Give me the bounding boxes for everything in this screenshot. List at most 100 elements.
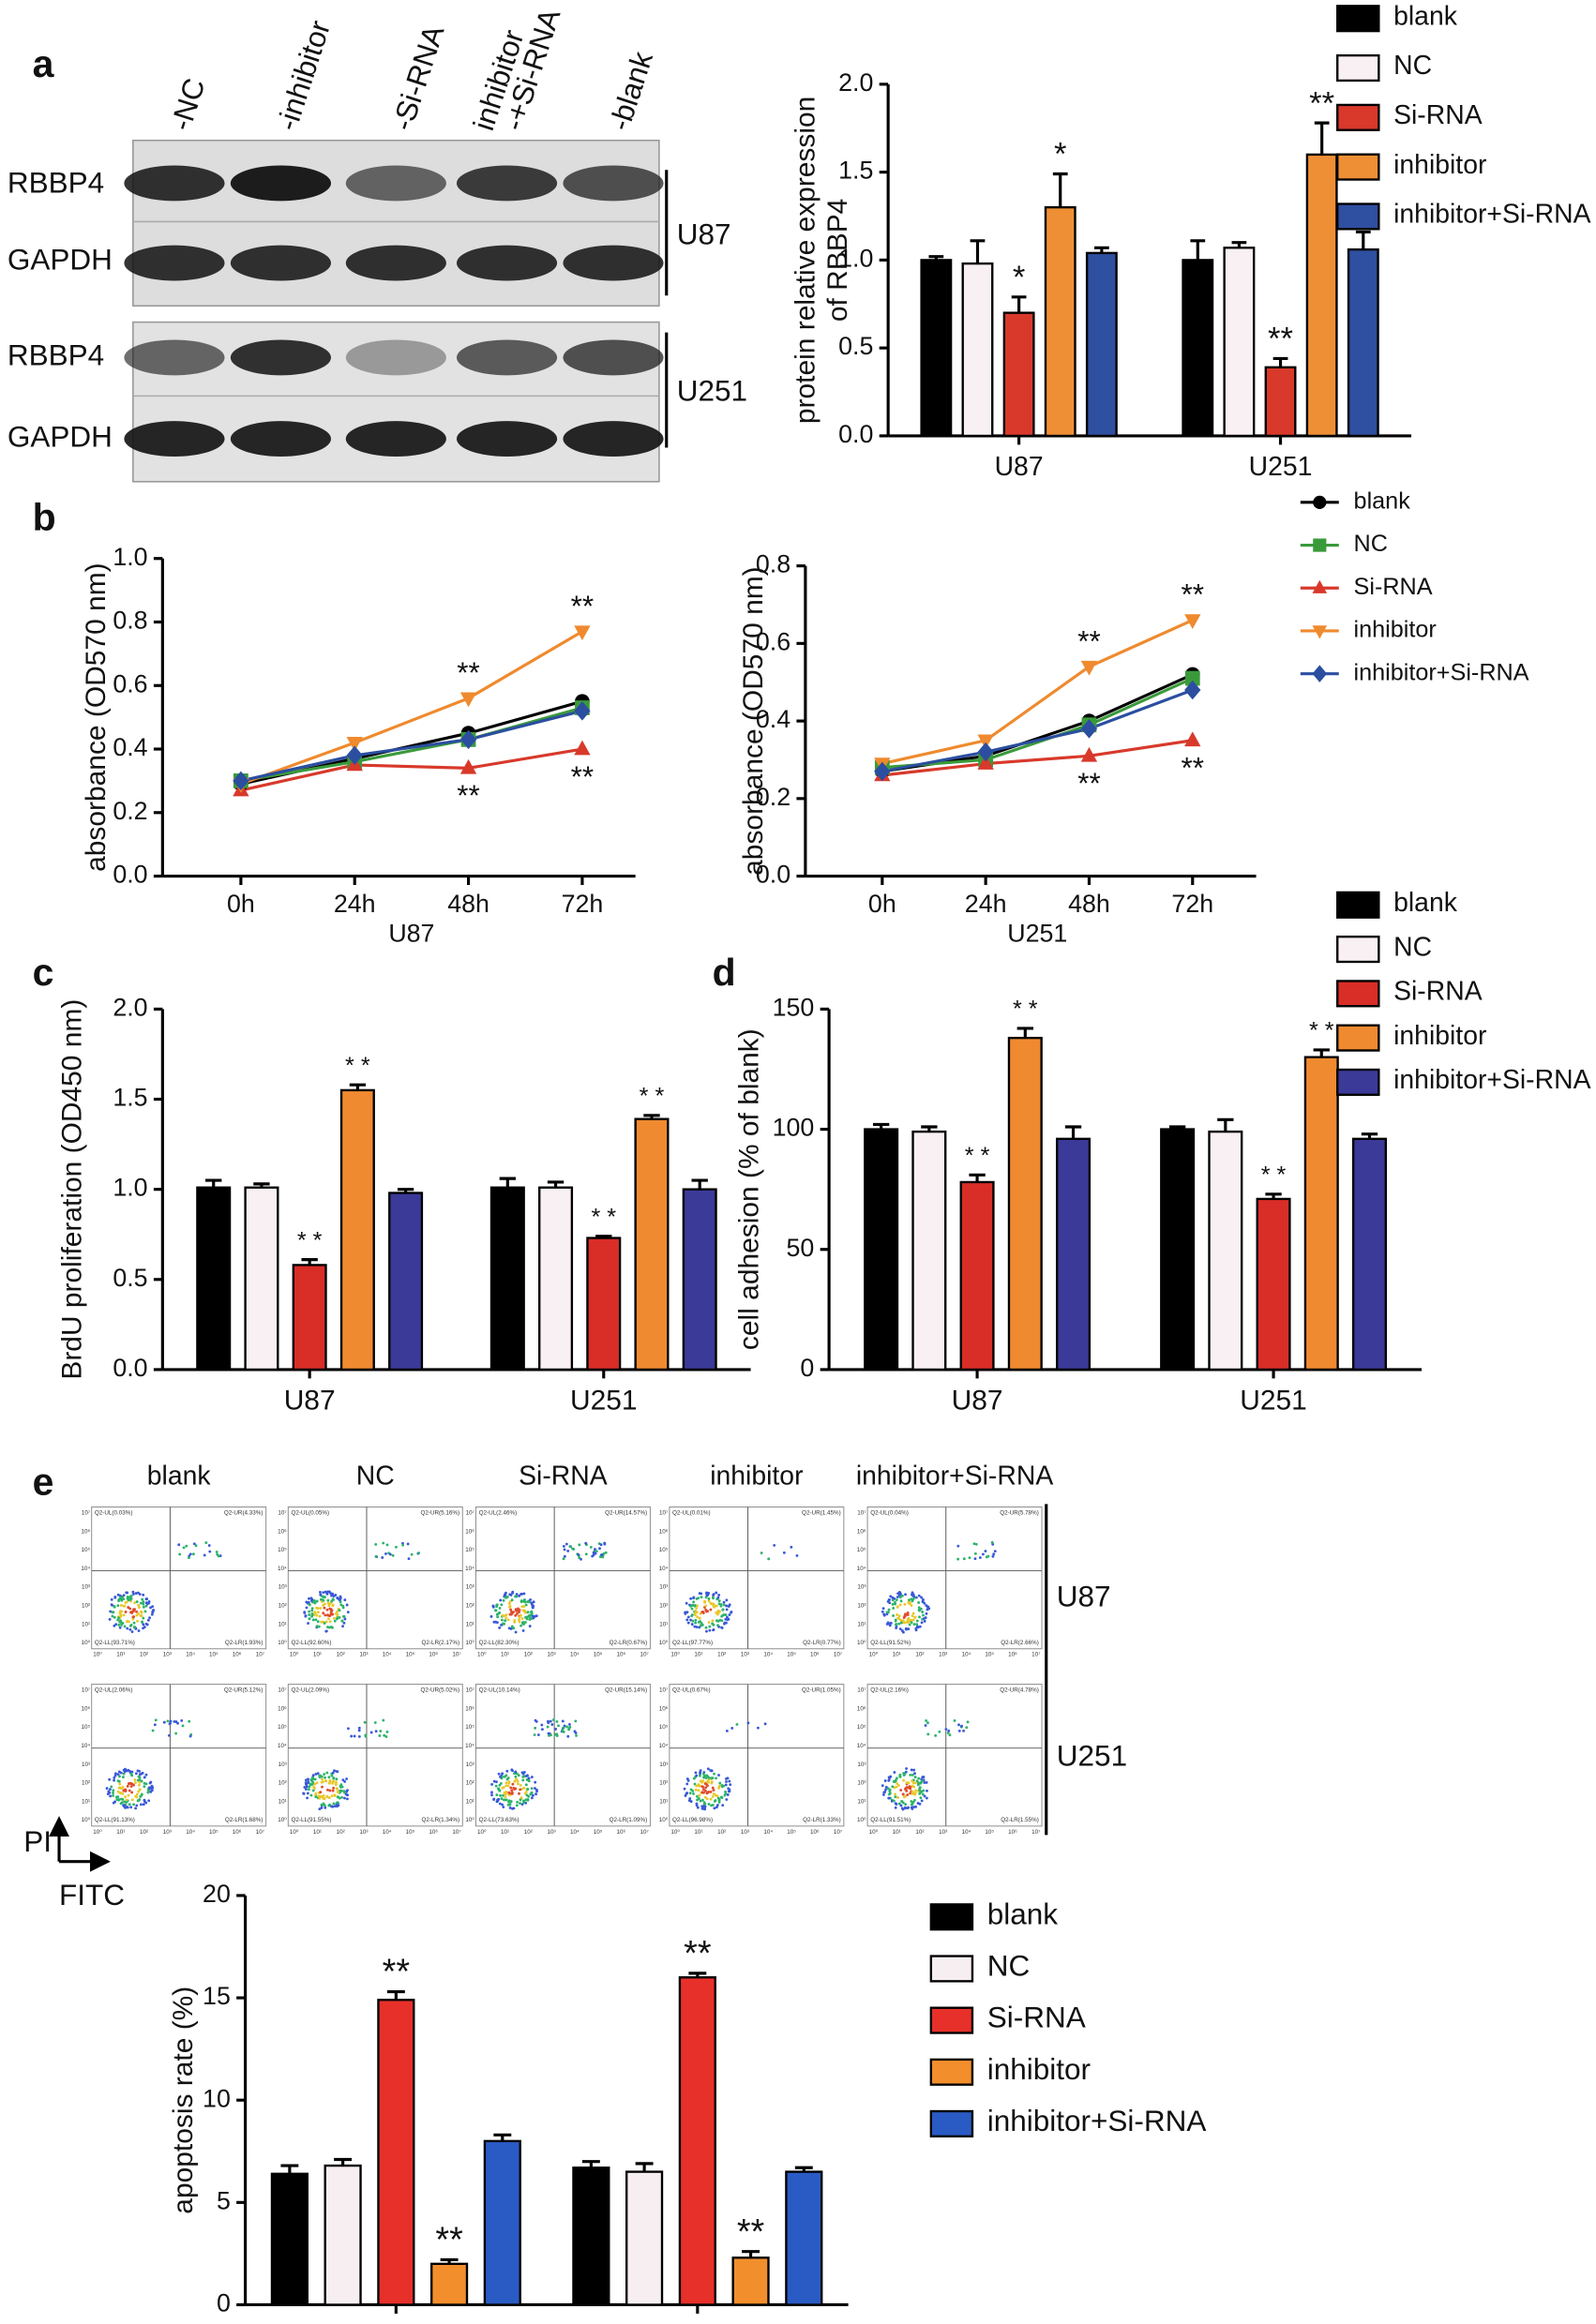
flow-dot	[504, 1798, 508, 1802]
flow-dot	[923, 1601, 926, 1605]
flow-dot	[322, 1591, 325, 1595]
flow-dot	[313, 1777, 317, 1781]
flow-dot	[527, 1777, 531, 1780]
x-tick-label: U87	[284, 1385, 336, 1416]
flow-dot	[490, 1782, 494, 1786]
flow-dot	[715, 1591, 718, 1595]
flow-dot	[893, 1780, 896, 1783]
flow-dot	[509, 1800, 512, 1804]
flow-dot	[327, 1617, 330, 1621]
flow-dot	[717, 1599, 721, 1603]
flow-dot	[116, 1790, 120, 1793]
flow-dot	[896, 1782, 899, 1785]
y-tick-label: 100	[773, 1114, 815, 1142]
flow-dot	[695, 1802, 699, 1806]
y-axis-label: cell adhesion (% of blank)	[733, 1028, 764, 1350]
flow-dot	[892, 1614, 895, 1617]
flow-dot	[318, 1614, 322, 1618]
flow-tick: 10¹	[466, 1798, 474, 1805]
flow-dot	[116, 1779, 120, 1783]
flow-dot	[313, 1611, 317, 1613]
flow-dot	[577, 1552, 580, 1556]
blot-band	[456, 339, 558, 376]
flow-dot	[133, 1601, 137, 1604]
flow-dot	[111, 1614, 114, 1618]
flow-dot	[314, 1792, 318, 1795]
flow-dot	[108, 1788, 112, 1792]
marker	[1080, 746, 1098, 762]
flow-dot	[720, 1783, 724, 1787]
flow-tick: 10⁰	[869, 1829, 879, 1836]
blot-band	[563, 245, 664, 281]
flow-dot	[710, 1780, 714, 1783]
flow-dot	[887, 1778, 891, 1781]
flow-dot	[883, 1779, 887, 1782]
flow-dot	[113, 1776, 116, 1779]
flow-dot	[166, 1719, 170, 1723]
significance: **	[383, 1953, 411, 1992]
blot-membrane	[132, 139, 660, 307]
marker	[1184, 680, 1201, 700]
flow-dot	[498, 1802, 502, 1806]
flow-dot	[888, 1624, 892, 1627]
flow-tick: 10⁴	[278, 1566, 287, 1572]
marker	[574, 625, 591, 641]
flow-dot	[948, 1733, 952, 1737]
quadrant-label: Q2-LL(97.77%)	[672, 1640, 713, 1646]
flow-dot	[540, 1723, 544, 1727]
flow-dot	[322, 1797, 325, 1801]
flow-tick: 10⁷	[659, 1509, 669, 1516]
flow-dot	[516, 1612, 519, 1615]
flow-dot	[192, 1542, 196, 1546]
flow-dot	[117, 1623, 121, 1627]
bar	[1182, 259, 1214, 438]
flow-tick: 10⁷	[857, 1687, 866, 1694]
flow-dot	[509, 1608, 513, 1612]
legend-label: blank	[1354, 488, 1411, 515]
flow-dot	[340, 1619, 344, 1623]
significance: **	[1309, 85, 1334, 121]
flow-dot	[346, 1797, 349, 1801]
flow-dot	[698, 1793, 701, 1797]
flow-dot	[567, 1726, 571, 1730]
flow-dot	[712, 1594, 715, 1597]
flow-dot	[502, 1598, 505, 1602]
flow-dot	[304, 1782, 308, 1786]
quadrant-label: Q2-LR(1.55%)	[1001, 1817, 1039, 1823]
legend-label: inhibitor+Si-RNA	[1354, 659, 1529, 685]
quadrant-label: Q2-LL(73.63%)	[479, 1817, 519, 1823]
bar	[388, 1192, 424, 1372]
flow-dot	[504, 1781, 508, 1785]
flow-dot	[322, 1603, 325, 1607]
error-bar	[921, 1125, 938, 1132]
flow-dot	[309, 1782, 312, 1786]
flow-dot	[547, 1732, 550, 1735]
flow-dot	[120, 1610, 124, 1613]
bar	[483, 2139, 521, 2306]
flow-dot	[338, 1609, 341, 1612]
flow-dot	[898, 1596, 902, 1599]
blot-band	[563, 165, 664, 202]
flow-dot	[137, 1591, 140, 1595]
flow-dot	[562, 1557, 565, 1561]
y-tick-label: 0.6	[756, 627, 790, 655]
flow-dot	[127, 1768, 130, 1772]
flow-dot	[895, 1803, 898, 1806]
flow-dot	[134, 1807, 138, 1810]
flow-dot	[509, 1786, 513, 1790]
flow-dot	[689, 1800, 693, 1803]
flow-dot	[697, 1789, 700, 1792]
flow-dot	[885, 1622, 889, 1626]
y-axis-label: absorbance (OD570 nm)	[81, 562, 112, 871]
flow-dot	[604, 1551, 608, 1554]
flow-dot	[728, 1613, 731, 1616]
flow-dot	[507, 1602, 511, 1606]
flow-dot	[144, 1601, 148, 1605]
bar	[586, 1237, 622, 1372]
flow-dot	[122, 1776, 125, 1778]
flow-tick: 10²	[140, 1652, 148, 1658]
flow-dot	[899, 1599, 903, 1603]
flow-dot	[495, 1605, 499, 1609]
y-tick-label: 0.0	[113, 1354, 147, 1382]
flow-dot	[898, 1775, 902, 1778]
